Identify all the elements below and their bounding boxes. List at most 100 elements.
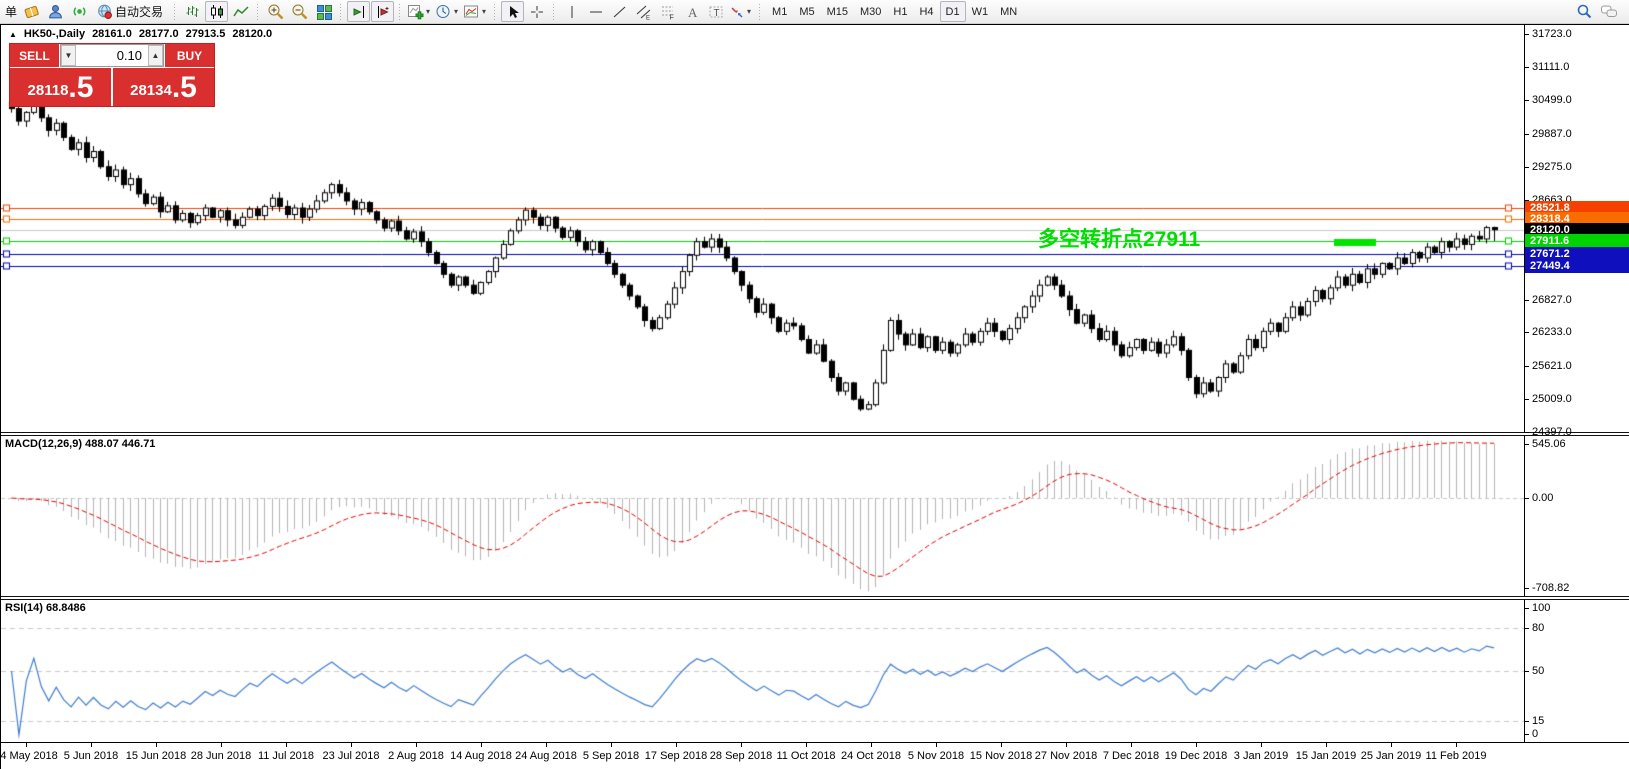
- buy-button[interactable]: BUY: [165, 44, 214, 67]
- add-indicator-button[interactable]: ▾: [406, 1, 433, 22]
- toolbar-grip: [398, 3, 403, 20]
- line-chart-icon[interactable]: [229, 1, 252, 22]
- chart-symbol-period: HK50-,Daily: [23, 28, 86, 40]
- date-tick: [221, 743, 222, 747]
- date-label: 11 Feb 2019: [1425, 750, 1487, 762]
- new-order-button-partial[interactable]: 单: [5, 5, 18, 19]
- main-toolbar: 单 自动交易 ▾ ▾: [0, 0, 1629, 24]
- macd-plot[interactable]: MACD(12,26,9) 488.07 446.71: [1, 436, 1524, 596]
- volume-input[interactable]: 0.10: [116, 48, 142, 63]
- date-axis[interactable]: 24 May 2018 5 Jun 2018 15 Jun 2018 28 Jun 2…: [0, 742, 1629, 769]
- date-tick: [676, 743, 677, 747]
- arrows-tool[interactable]: ▾: [728, 1, 754, 22]
- chat-icon[interactable]: [1597, 1, 1620, 22]
- price-axis[interactable]: 31723.0 31111.0 30499.0 29887.0 29275.0 28663…: [1524, 25, 1629, 438]
- buy-price-display[interactable]: 28134.5: [113, 68, 214, 106]
- date-label: 5 Nov 2018: [907, 750, 965, 762]
- dropdown-caret[interactable]: ▾: [747, 7, 752, 16]
- sell-price-display[interactable]: 28118.5: [10, 68, 111, 106]
- autotrading-button[interactable]: 自动交易: [92, 1, 169, 22]
- price-tick-label: 26233.0: [1532, 326, 1572, 338]
- text-tool[interactable]: A: [680, 1, 703, 22]
- history-book-icon[interactable]: [20, 1, 43, 22]
- clock-icon: [436, 5, 450, 18]
- date-label: 15 Nov 2018: [969, 750, 1033, 762]
- horizontal-line-tool[interactable]: [584, 1, 607, 22]
- collapse-chart-icon[interactable]: ▲: [9, 30, 17, 39]
- candlestick-chart-icon[interactable]: [205, 1, 229, 22]
- timeframe-M5[interactable]: M5: [799, 5, 815, 18]
- date-tick: [936, 743, 937, 747]
- cursor-tool[interactable]: [501, 1, 525, 22]
- bar-chart-icon[interactable]: [181, 1, 204, 22]
- dropdown-caret[interactable]: ▾: [426, 7, 431, 16]
- date-label: 5 Jun 2018: [63, 750, 119, 762]
- date-tick: [741, 743, 742, 747]
- date-tick: [1456, 743, 1457, 747]
- text-label-tool[interactable]: T: [704, 1, 727, 22]
- timeframe-D1[interactable]: D1: [939, 1, 966, 22]
- macd-label: MACD(12,26,9) 488.07 446.71: [5, 438, 156, 450]
- sell-button[interactable]: SELL: [10, 44, 59, 67]
- channel-tool[interactable]: E: [632, 1, 655, 22]
- date-tick: [1131, 743, 1132, 747]
- date-label: 28 Jun 2018: [190, 750, 252, 762]
- price-tick: [1525, 67, 1529, 68]
- toolbar-grip: [493, 3, 498, 20]
- tile-windows-icon[interactable]: [312, 1, 335, 22]
- timeframe-M15[interactable]: M15: [826, 5, 848, 18]
- timeframe-MN[interactable]: MN: [1000, 5, 1018, 18]
- fibonacci-tool[interactable]: F: [656, 1, 679, 22]
- rsi-label: RSI(14) 68.8486: [5, 602, 86, 614]
- trendline-tool[interactable]: [608, 1, 631, 22]
- dropdown-caret[interactable]: ▾: [482, 7, 487, 16]
- date-label: 15 Jun 2018: [125, 750, 187, 762]
- macd-axis[interactable]: 545.06 0.00 -708.82: [1524, 436, 1628, 596]
- rsi-plot[interactable]: RSI(14) 68.8486: [1, 600, 1524, 742]
- date-tick: [1001, 743, 1002, 747]
- date-tick: [1066, 743, 1067, 747]
- dropdown-caret[interactable]: ▾: [454, 7, 459, 16]
- search-icon[interactable]: [1573, 1, 1596, 22]
- date-tick: [806, 743, 807, 747]
- broadcast-icon[interactable]: [68, 1, 91, 22]
- price-tick: [1525, 100, 1529, 101]
- autotrading-label: 自动交易: [115, 5, 164, 19]
- crosshair-tool[interactable]: [525, 1, 548, 22]
- timeframe-H4[interactable]: H4: [919, 5, 934, 18]
- rsi-axis[interactable]: 100 80 50 15 0: [1524, 600, 1628, 742]
- ohlc-high: 28177.0: [138, 28, 179, 40]
- rsi-tick-label: 100: [1532, 602, 1551, 614]
- zoom-in-icon[interactable]: [264, 1, 287, 22]
- profile-icon[interactable]: [44, 1, 67, 22]
- toolbar-grip: [552, 3, 557, 20]
- timeframe-W1[interactable]: W1: [971, 5, 989, 18]
- chart-header: ▲ HK50-,Daily 28161.0 28177.0 27913.5 28…: [9, 28, 272, 40]
- panel-separator[interactable]: [1, 432, 1629, 436]
- zoom-out-icon[interactable]: [288, 1, 311, 22]
- template-button[interactable]: ▾: [462, 1, 489, 22]
- date-label: 14 Aug 2018: [450, 750, 512, 762]
- date-label: 5 Sep 2018: [582, 750, 640, 762]
- period-button[interactable]: ▾: [434, 1, 461, 22]
- buy-price-fraction: .5: [171, 71, 197, 104]
- timeframe-H1[interactable]: H1: [893, 5, 908, 18]
- timeframe-M1[interactable]: M1: [772, 5, 788, 18]
- price-tick-label: 25009.0: [1532, 393, 1572, 405]
- date-tick: [26, 743, 27, 747]
- vertical-line-tool[interactable]: [560, 1, 583, 22]
- add-indicator-icon: [408, 5, 424, 20]
- main-chart-plot[interactable]: ▲ HK50-,Daily 28161.0 28177.0 27913.5 28…: [1, 25, 1524, 432]
- price-line-badge: 28120.0: [1525, 223, 1629, 237]
- price-line-badge: 27449.4: [1525, 259, 1629, 273]
- volume-up-button[interactable]: ▲: [148, 45, 163, 66]
- chart-shift-icon[interactable]: [371, 1, 395, 22]
- rsi-tick: [1525, 734, 1529, 735]
- panel-separator[interactable]: [1, 596, 1629, 600]
- price-tick-label: 29887.0: [1532, 128, 1572, 140]
- date-label: 11 Oct 2018: [776, 750, 836, 762]
- date-tick: [156, 743, 157, 747]
- auto-scroll-icon[interactable]: [347, 1, 371, 22]
- volume-down-button[interactable]: ▼: [61, 45, 76, 66]
- timeframe-M30[interactable]: M30: [860, 5, 882, 18]
